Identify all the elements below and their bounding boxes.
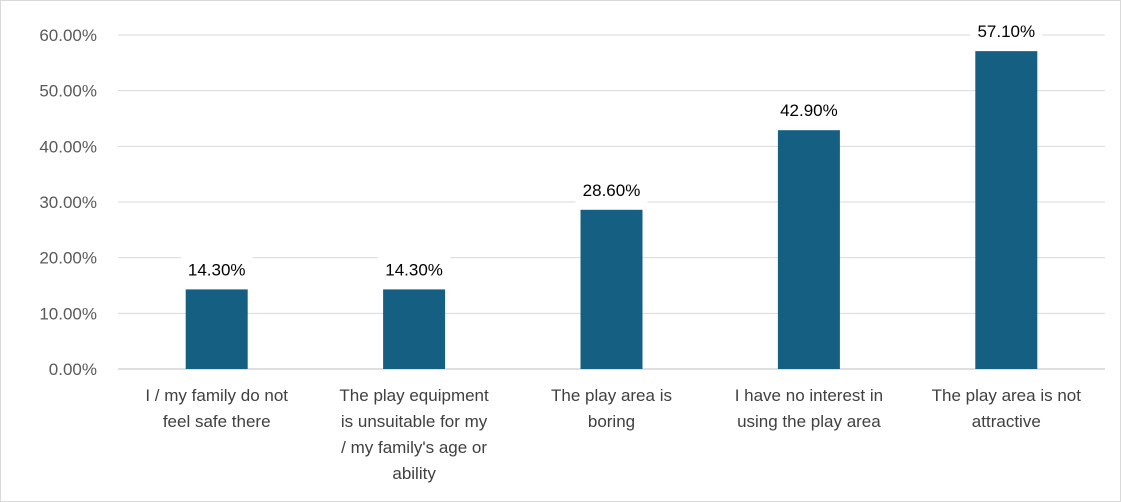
x-category-label-line: The play area is <box>551 386 672 405</box>
bar <box>975 51 1038 369</box>
bar <box>777 130 840 369</box>
data-label: 42.90% <box>780 101 838 120</box>
data-label-background <box>970 18 1043 45</box>
data-label-background <box>575 176 648 203</box>
x-category-label-line: The play area is not <box>932 386 1082 405</box>
gridlines <box>118 34 1105 370</box>
x-category-label-line: ability <box>392 464 436 483</box>
y-axis-ticks: 0.00% 10.00% 20.00% 30.00% 40.00% 50.00% 60.00… <box>39 26 97 379</box>
y-tick-label: 50.00% <box>39 82 97 101</box>
x-category-label-line: The play equipment <box>339 386 489 405</box>
y-tick-label: 30.00% <box>39 193 97 212</box>
data-label-background <box>180 256 253 283</box>
y-tick-label: 60.00% <box>39 26 97 45</box>
x-category-label-line: I have no interest in <box>735 386 883 405</box>
y-tick-label: 40.00% <box>39 137 97 156</box>
bars <box>185 51 1038 369</box>
y-tick-label: 20.00% <box>39 249 97 268</box>
x-category-label-line: I / my family do not <box>145 386 288 405</box>
x-category-label-line: attractive <box>972 412 1041 431</box>
data-label: 14.30% <box>385 260 443 279</box>
data-label: 14.30% <box>188 260 246 279</box>
data-label-background <box>772 97 845 124</box>
data-label-background <box>378 256 451 283</box>
y-tick-label: 0.00% <box>49 360 97 379</box>
x-category-label-line: feel safe there <box>163 412 271 431</box>
bar <box>185 289 248 369</box>
data-label: 57.10% <box>977 22 1035 41</box>
data-label: 28.60% <box>583 181 641 200</box>
x-category-label-line: / my family's age or <box>341 438 487 457</box>
bar <box>580 209 643 369</box>
y-tick-label: 10.00% <box>39 304 97 323</box>
x-category-label: The play area is not attractive <box>932 386 1082 431</box>
x-category-label: The play equipment is unsuitable for my / … <box>339 386 489 483</box>
x-category-label-line: is unsuitable for my <box>341 412 488 431</box>
x-category-label: I have no interest in using the play area <box>735 386 883 431</box>
bar <box>383 289 446 369</box>
x-category-label: I / my family do not feel safe there <box>145 386 288 431</box>
x-axis-labels: I / my family do not feel safe there The p… <box>145 386 1081 483</box>
data-labels: 14.30% 14.30% 28.60% 42.90% 57.10% <box>180 18 1043 283</box>
x-category-label-line: using the play area <box>737 412 881 431</box>
x-category-label-line: boring <box>588 412 635 431</box>
x-category-label: The play area is boring <box>551 386 672 431</box>
